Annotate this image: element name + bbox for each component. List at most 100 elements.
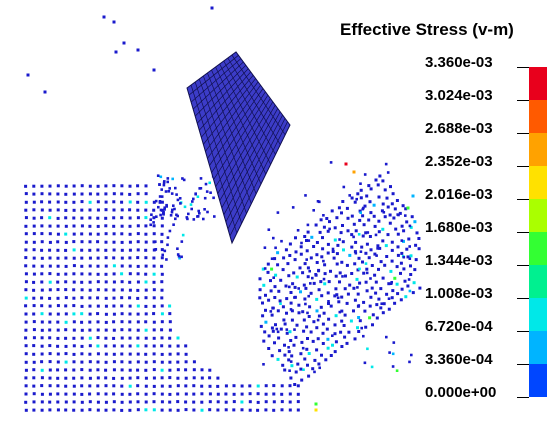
particle (327, 280, 331, 284)
particle (377, 219, 381, 223)
particle (184, 376, 188, 380)
particle (305, 239, 308, 242)
particle (338, 310, 342, 314)
particle (296, 400, 300, 404)
particle (293, 383, 297, 386)
particle (152, 344, 156, 348)
particle (418, 286, 422, 290)
particle (361, 234, 365, 238)
particle (359, 188, 363, 192)
particle (96, 224, 100, 228)
particle (64, 184, 68, 188)
particle (128, 280, 132, 284)
particle (96, 232, 100, 236)
particle (112, 272, 116, 276)
particle (120, 304, 124, 308)
particle (295, 275, 299, 279)
particle (56, 384, 60, 388)
particle (368, 304, 372, 308)
particle (32, 392, 36, 396)
particle (88, 408, 92, 412)
particle (337, 206, 341, 210)
particle (350, 272, 354, 275)
particle (309, 330, 313, 334)
particle (88, 280, 92, 284)
particle (158, 201, 162, 204)
legend-label: 2.016e-03 (425, 186, 493, 203)
particle (120, 192, 124, 196)
particle (72, 208, 76, 212)
particle (88, 400, 92, 404)
particle (160, 248, 164, 252)
particle (156, 174, 160, 177)
particle (216, 376, 220, 380)
particle (136, 312, 140, 316)
particle (72, 232, 76, 236)
particle (157, 205, 160, 209)
particle (96, 248, 100, 252)
particle (248, 408, 252, 412)
particle (160, 384, 164, 388)
particle (306, 230, 310, 234)
particle (368, 200, 372, 204)
particle (328, 220, 331, 224)
particle (388, 221, 392, 225)
particle (152, 224, 156, 228)
particle (417, 237, 421, 240)
particle (168, 368, 172, 372)
particle (381, 311, 385, 315)
particle (128, 288, 132, 292)
particle (40, 216, 44, 220)
legend-tick (517, 67, 529, 68)
particle (396, 232, 400, 236)
particle (136, 248, 140, 252)
particle (395, 265, 399, 269)
plate-mesh-line (199, 71, 251, 131)
particle (144, 360, 148, 364)
particle (172, 223, 175, 226)
particle (261, 267, 265, 271)
particle (256, 408, 260, 412)
particle (335, 293, 339, 297)
particle (56, 232, 60, 236)
particle (96, 336, 100, 340)
particle (128, 200, 132, 204)
particle (48, 280, 52, 284)
particle (56, 264, 60, 268)
particle (64, 360, 68, 364)
particle (96, 408, 100, 412)
particle (408, 360, 411, 364)
particle (359, 211, 362, 214)
particle (88, 304, 92, 308)
particle (353, 298, 357, 302)
particle (192, 408, 196, 412)
particle (32, 344, 36, 348)
particle (136, 280, 140, 284)
particle (299, 245, 303, 249)
particle (24, 376, 28, 380)
particle (56, 320, 60, 324)
particle (176, 336, 180, 340)
particle (56, 184, 60, 188)
particle (128, 192, 132, 196)
particle (144, 216, 148, 220)
particle (303, 235, 307, 238)
particle (401, 204, 405, 208)
particle (96, 328, 100, 332)
particle (278, 299, 282, 303)
particle (326, 229, 330, 233)
particle (276, 309, 280, 313)
particle (276, 330, 280, 334)
particle (128, 208, 132, 212)
particle (264, 384, 268, 388)
particle (355, 197, 358, 201)
particle (88, 248, 92, 252)
particle (288, 330, 292, 334)
particle (149, 223, 152, 227)
particle (160, 256, 164, 260)
particle (381, 239, 385, 243)
particle (216, 400, 220, 404)
plate-mesh-line (192, 61, 244, 110)
particle (333, 332, 337, 336)
